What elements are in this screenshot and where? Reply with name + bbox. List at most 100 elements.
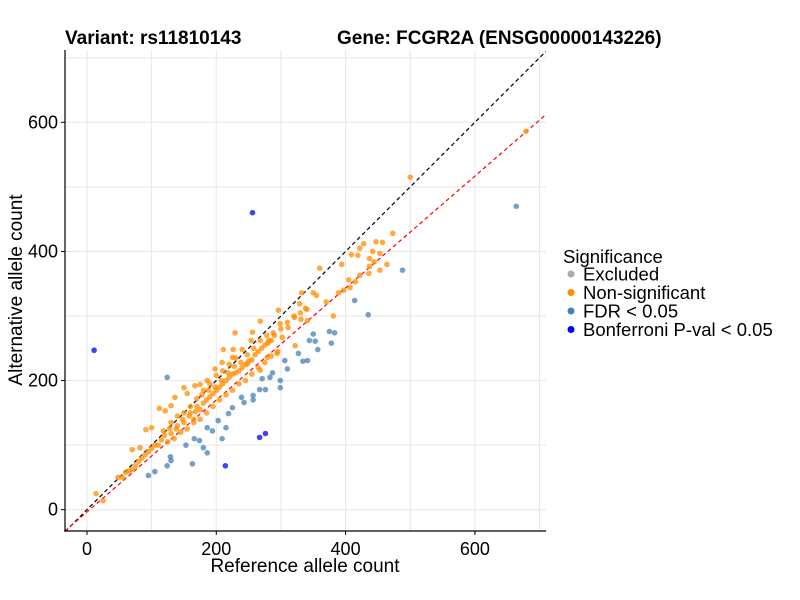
point-non-significant xyxy=(347,284,353,291)
point-non-significant xyxy=(257,337,264,344)
point-non-significant xyxy=(230,346,236,353)
point-fdr-0-05 xyxy=(219,435,225,442)
legend-label: FDR < 0.05 xyxy=(583,301,678,322)
point-non-significant xyxy=(192,382,198,389)
y-tick-label: 400 xyxy=(28,241,58,261)
point-non-significant xyxy=(132,462,139,469)
point-non-significant xyxy=(223,391,229,398)
point-non-significant xyxy=(219,368,226,374)
point-non-significant xyxy=(366,255,373,262)
point-fdr-0-05 xyxy=(241,399,247,406)
y-tick-label: 0 xyxy=(48,500,58,520)
point-non-significant xyxy=(203,410,210,416)
point-bonferroni-p-val-0-05 xyxy=(262,430,269,437)
point-non-significant xyxy=(168,419,174,426)
point-fdr-0-05 xyxy=(164,462,170,469)
point-non-significant xyxy=(197,416,203,423)
point-non-significant xyxy=(229,387,236,394)
point-non-significant xyxy=(278,326,284,332)
point-fdr-0-05 xyxy=(312,338,318,344)
x-tick-label: 200 xyxy=(201,539,231,559)
point-fdr-0-05 xyxy=(204,450,211,456)
point-non-significant xyxy=(248,337,254,344)
point-non-significant xyxy=(162,408,169,414)
point-non-significant xyxy=(186,413,192,419)
point-non-significant xyxy=(218,377,225,384)
legend-label: Bonferroni P-val < 0.05 xyxy=(583,319,773,340)
y-tick-label: 600 xyxy=(28,112,58,132)
point-non-significant xyxy=(164,439,171,445)
point-non-significant xyxy=(335,289,342,296)
point-fdr-0-05 xyxy=(314,346,321,353)
x-tick-label: 600 xyxy=(460,539,490,559)
point-non-significant xyxy=(352,278,359,285)
point-non-significant xyxy=(263,332,270,339)
legend-title: Significance xyxy=(563,246,663,267)
point-non-significant xyxy=(323,298,329,305)
point-fdr-0-05 xyxy=(189,461,196,467)
legend-marker xyxy=(567,307,575,315)
point-fdr-0-05 xyxy=(191,435,198,442)
point-non-significant xyxy=(219,359,225,366)
point-non-significant xyxy=(115,474,121,481)
point-fdr-0-05 xyxy=(200,444,207,451)
legend-marker xyxy=(567,289,575,296)
point-non-significant xyxy=(145,448,152,455)
point-fdr-0-05 xyxy=(295,350,302,357)
point-non-significant xyxy=(268,337,275,344)
point-non-significant xyxy=(366,263,373,270)
point-non-significant xyxy=(194,395,200,402)
point-fdr-0-05 xyxy=(304,357,311,364)
point-non-significant xyxy=(174,413,181,419)
point-non-significant xyxy=(160,428,167,434)
point-bonferroni-p-val-0-05 xyxy=(256,434,263,441)
gene-title: Gene: FCGR2A (ENSG00000143226) xyxy=(337,28,662,49)
point-bonferroni-p-val-0-05 xyxy=(249,209,256,216)
point-fdr-0-05 xyxy=(256,386,263,393)
point-fdr-0-05 xyxy=(267,374,273,381)
point-non-significant xyxy=(261,359,268,366)
point-fdr-0-05 xyxy=(365,311,372,318)
point-non-significant xyxy=(210,403,216,410)
point-non-significant xyxy=(177,429,184,436)
point-non-significant xyxy=(296,300,303,307)
point-non-significant xyxy=(197,381,203,388)
point-fdr-0-05 xyxy=(152,468,158,475)
point-fdr-0-05 xyxy=(282,357,288,364)
grid xyxy=(65,50,546,531)
point-non-significant xyxy=(129,446,136,453)
point-fdr-0-05 xyxy=(326,328,333,335)
point-non-significant xyxy=(161,432,168,439)
point-fdr-0-05 xyxy=(250,392,256,399)
point-non-significant xyxy=(304,317,311,324)
legend-marker xyxy=(567,326,575,333)
point-non-significant xyxy=(200,387,207,394)
point-non-significant xyxy=(184,390,190,397)
point-non-significant xyxy=(212,384,218,390)
point-non-significant xyxy=(274,348,281,355)
point-fdr-0-05 xyxy=(223,424,229,431)
point-non-significant xyxy=(255,364,262,371)
point-non-significant xyxy=(213,372,220,379)
point-fdr-0-05 xyxy=(328,340,335,346)
point-non-significant xyxy=(338,261,345,268)
point-non-significant xyxy=(166,425,173,432)
point-fdr-0-05 xyxy=(145,472,152,479)
point-non-significant xyxy=(313,292,320,299)
point-non-significant xyxy=(357,272,363,279)
point-bonferroni-p-val-0-05 xyxy=(222,462,229,469)
point-fdr-0-05 xyxy=(204,424,211,431)
identity-line xyxy=(65,50,546,531)
point-fdr-0-05 xyxy=(269,370,276,376)
point-non-significant xyxy=(257,318,264,324)
point-non-significant xyxy=(179,416,186,423)
point-non-significant xyxy=(205,387,212,394)
point-non-significant xyxy=(298,289,305,296)
point-non-significant xyxy=(172,394,178,401)
point-fdr-0-05 xyxy=(513,203,520,210)
point-non-significant xyxy=(389,230,396,237)
point-non-significant xyxy=(168,430,174,437)
y-axis-label: Alternative allele count xyxy=(6,194,27,386)
point-non-significant xyxy=(291,313,297,319)
point-non-significant xyxy=(192,408,199,415)
